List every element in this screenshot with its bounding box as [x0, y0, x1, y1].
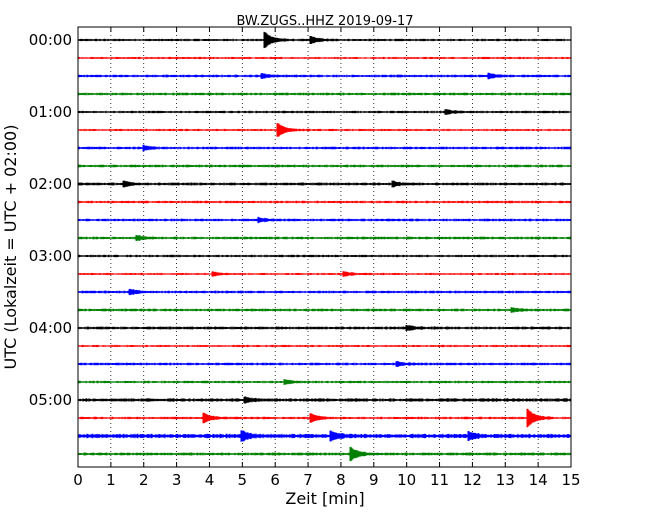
seismic-trace	[77, 361, 572, 367]
y-tick-label: 02:00	[29, 175, 72, 193]
seismic-trace	[77, 31, 572, 49]
y-tick-label: 05:00	[29, 391, 72, 409]
y-tick-label: 04:00	[29, 319, 72, 337]
seismic-trace	[77, 123, 572, 137]
x-tick-label: 7	[303, 471, 313, 489]
seismic-trace	[77, 325, 572, 331]
x-tick-label: 8	[336, 471, 346, 489]
trace-group	[77, 31, 572, 462]
seismic-trace	[77, 288, 572, 296]
y-axis: 00:00 01:00 02:00 03:00 04:00 05:00	[29, 31, 571, 409]
x-tick-label: 6	[270, 471, 280, 489]
seismic-trace	[77, 109, 572, 115]
x-tick-label: 14	[529, 471, 548, 489]
x-tick-label: 9	[369, 471, 379, 489]
seismic-trace	[77, 307, 572, 313]
y-tick-label: 01:00	[29, 103, 72, 121]
seismic-trace	[77, 446, 572, 462]
seismic-trace	[77, 164, 572, 168]
x-tick-label: 2	[139, 471, 149, 489]
seismic-trace	[77, 92, 572, 96]
seismic-trace	[77, 271, 572, 277]
seismic-trace	[77, 56, 572, 60]
seismic-trace	[77, 408, 572, 428]
x-tick-label: 4	[205, 471, 215, 489]
x-tick-label: 15	[561, 471, 580, 489]
seismic-trace	[77, 180, 572, 188]
seismic-trace	[77, 396, 572, 404]
seismic-trace	[77, 144, 572, 152]
y-tick-label: 03:00	[29, 247, 72, 265]
x-tick-label: 3	[172, 471, 182, 489]
y-tick-label: 00:00	[29, 31, 72, 49]
x-tick-label: 12	[463, 471, 482, 489]
chart-title: BW.ZUGS..HHZ 2019-09-17	[236, 14, 413, 29]
seismic-trace	[77, 344, 572, 348]
seismic-trace	[77, 200, 572, 204]
x-tick-label: 10	[397, 471, 416, 489]
x-tick-label: 1	[106, 471, 116, 489]
x-axis-label: Zeit [min]	[285, 489, 364, 508]
x-tick-label: 11	[430, 471, 449, 489]
seismic-trace	[77, 235, 572, 241]
x-tick-label: 5	[238, 471, 248, 489]
x-axis: 0 1 2 3 4 5 6 7 8 9 10 11 12 13 14 15	[73, 27, 581, 489]
grid-lines	[110, 27, 539, 467]
x-tick-label: 0	[73, 471, 83, 489]
seismic-trace	[77, 72, 572, 80]
x-tick-label: 13	[496, 471, 515, 489]
seismic-trace	[77, 430, 572, 442]
seismic-trace	[77, 379, 572, 385]
seismic-trace	[77, 216, 572, 224]
seismic-trace	[77, 254, 572, 258]
y-axis-label: UTC (Lokalzeit = UTC + 02:00)	[1, 125, 20, 370]
plot-frame	[77, 26, 572, 468]
